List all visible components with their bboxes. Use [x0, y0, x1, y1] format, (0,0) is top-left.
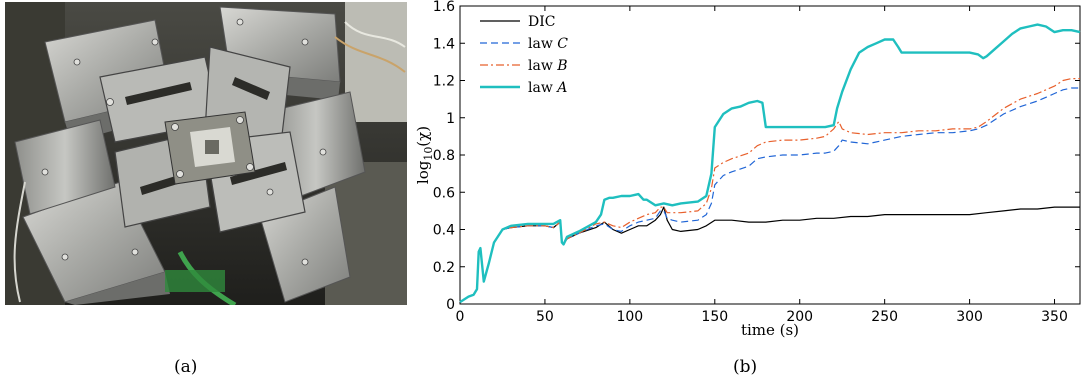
panel-a-caption: (a): [174, 357, 198, 377]
y-tick-label: 0: [446, 297, 455, 313]
y-tick-label: 1: [446, 111, 455, 127]
chart-panel: 0 50 100 150 200 250 300 350 0 0.2 0.4 0.6 0.8 1 1.2 1.…: [400, 0, 1087, 380]
x-tick-label: 150: [701, 309, 728, 325]
series-line-law-b: [459, 77, 1080, 303]
legend-label-text: law: [528, 80, 557, 96]
y-tick-label: 1.4: [433, 36, 455, 52]
y-tick-label: 0.2: [433, 260, 455, 276]
legend-label: law B: [528, 58, 568, 74]
series-line-dic: [459, 206, 1080, 303]
x-tick-label: 250: [871, 309, 898, 325]
x-tick-label: 50: [536, 309, 554, 325]
series-line-law-c: [459, 87, 1080, 303]
legend-label-italic: A: [555, 80, 567, 96]
y-axis-label-base: log: [414, 160, 432, 184]
x-tick-label: 300: [956, 309, 983, 325]
legend-label-text: DIC: [528, 14, 555, 30]
legend-label-text: law: [528, 36, 557, 52]
biaxial-testing-machine-image: [5, 2, 407, 305]
legend-label: DIC: [528, 14, 555, 30]
x-tick-label: 0: [456, 309, 465, 325]
testing-machine-photo: [5, 2, 407, 305]
panel-b-caption: (b): [733, 357, 758, 377]
y-axis-label: log10(χ): [414, 126, 435, 184]
x-axis-label: time (s): [741, 321, 799, 339]
legend-label-italic: C: [557, 36, 568, 52]
y-tick-label: 0.6: [433, 185, 455, 201]
y-tick-label: 1.2: [433, 74, 455, 90]
axis-ticks: 0 50 100 150 200 250 300 350 0 0.2 0.4 0.6 0.8 1 1.2 1.…: [433, 0, 1080, 325]
y-tick-label: 1.6: [433, 0, 455, 15]
x-tick-label: 350: [1041, 309, 1068, 325]
y-tick-label: 0.4: [433, 223, 455, 239]
x-tick-label: 100: [616, 309, 643, 325]
y-tick-label: 0.8: [433, 148, 455, 164]
log-chi-vs-time-chart: 0 50 100 150 200 250 300 350 0 0.2 0.4 0.6 0.8 1 1.2 1.…: [414, 0, 1081, 339]
legend-label-italic: B: [556, 58, 567, 74]
y-axis-label-arg: (χ): [414, 126, 432, 147]
x-tick-label: 200: [786, 309, 813, 325]
legend-label-text: law: [528, 58, 557, 74]
legend-label: law C: [528, 36, 568, 52]
series-line-law-a: [459, 23, 1081, 304]
series-lines: [459, 23, 1081, 304]
y-axis-label-sub: 10: [422, 147, 435, 161]
legend-label: law A: [528, 80, 567, 96]
